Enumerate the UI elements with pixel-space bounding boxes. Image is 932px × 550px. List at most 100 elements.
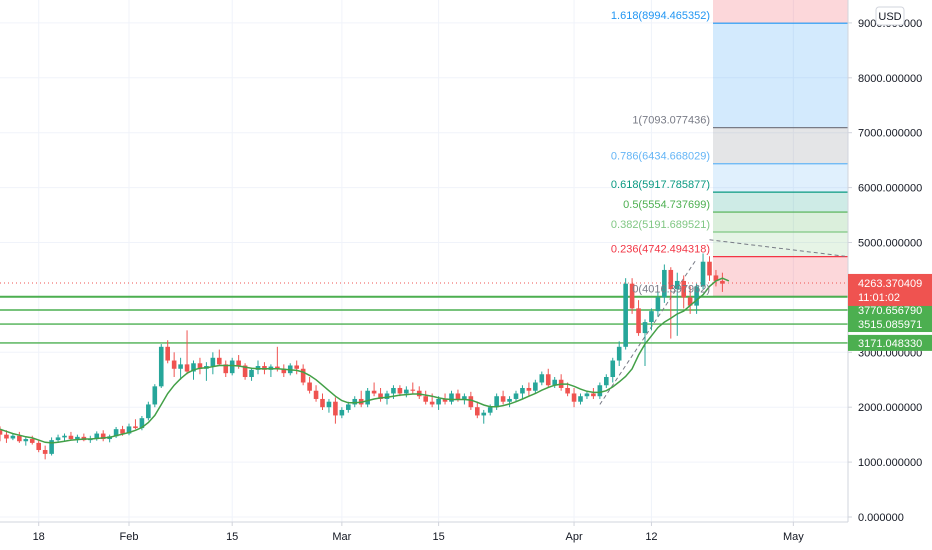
candle-body <box>4 434 9 439</box>
price-tick-label: 8000.000000 <box>858 73 922 85</box>
currency-label: USD <box>878 11 901 23</box>
candle-body <box>217 357 222 365</box>
candle-body <box>339 409 345 416</box>
candle-body <box>526 387 532 391</box>
candle-body <box>578 396 583 402</box>
candle-body <box>184 364 190 372</box>
candle-body <box>333 401 338 416</box>
candle-body <box>410 389 416 391</box>
fib-label: 0.786(6434.668029) <box>611 151 710 163</box>
candle-body <box>629 283 635 309</box>
candle-body <box>42 450 48 454</box>
candles <box>0 253 725 460</box>
candle-body <box>655 297 661 312</box>
moving-average <box>0 277 730 444</box>
candle-body <box>49 440 54 454</box>
fib-label: 0(4016.397962) <box>632 283 710 295</box>
ma-line <box>0 277 730 444</box>
level-tag-label: 3515.085971 <box>858 319 922 331</box>
candle-body <box>616 346 622 361</box>
fib-zone <box>713 163 848 193</box>
candle-body <box>545 374 551 386</box>
candle-body <box>255 366 261 370</box>
time-tick-label: Apr <box>565 531 582 543</box>
candle-body <box>210 357 216 367</box>
candle-body <box>391 387 396 394</box>
candle-body <box>62 435 67 438</box>
candle-body <box>397 387 403 394</box>
candle-body <box>565 387 570 394</box>
candle-body <box>0 430 3 435</box>
fib-labels: 0(4016.397962) 0.236(4742.494318) 0.382(51… <box>611 10 710 295</box>
candle-body <box>29 439 35 443</box>
fib-label: 0.236(4742.494318) <box>611 244 710 256</box>
candle-body <box>449 393 454 402</box>
candle-body <box>487 407 493 413</box>
candle-body <box>346 404 351 410</box>
candle-body <box>365 390 370 405</box>
candle-body <box>571 393 577 402</box>
candle-body <box>681 280 686 298</box>
candle-body <box>249 369 254 378</box>
candle-body <box>668 269 674 290</box>
candle-body <box>94 433 100 439</box>
price-tag-countdown: 11:01:02 <box>858 292 900 304</box>
time-axis[interactable]: 18 Feb 15 Mar 15 Apr 12 May <box>0 521 848 550</box>
candle-body <box>481 412 487 416</box>
candle-body <box>610 360 616 378</box>
candle-body <box>275 366 280 369</box>
time-tick-label: May <box>783 531 804 543</box>
candle-body <box>100 433 106 440</box>
fib-trend-line <box>599 258 698 405</box>
candle-body <box>300 368 306 383</box>
candle-body <box>223 364 229 374</box>
candle-body <box>591 393 596 397</box>
candle-body <box>462 396 467 399</box>
candle-body <box>307 382 312 391</box>
candle-body <box>68 435 74 440</box>
time-tick-label: Mar <box>332 531 351 543</box>
price-tick-label: 6000.000000 <box>858 183 922 195</box>
candle-body <box>649 311 654 323</box>
fib-label: 0.5(5554.737699) <box>623 199 710 211</box>
candle-body <box>604 377 609 386</box>
trend-line <box>709 239 846 257</box>
candle-body <box>455 393 461 399</box>
fib-zones <box>713 0 848 297</box>
time-tick-label: 15 <box>432 531 444 543</box>
price-tag-value: 4263.370409 <box>858 278 922 290</box>
candle-body <box>113 429 119 437</box>
level-tag-label: 3171.048330 <box>858 338 922 350</box>
candle-body <box>229 360 235 374</box>
fib-zone <box>713 256 848 297</box>
candle-body <box>371 390 377 394</box>
price-tick-label: 2000.000000 <box>858 402 922 414</box>
time-axis-bg <box>0 522 848 550</box>
candle-body <box>494 396 499 408</box>
candle-body <box>23 439 29 442</box>
candle-body <box>17 435 22 442</box>
candle-body <box>507 398 512 402</box>
candle-body <box>10 435 16 439</box>
level-tag <box>848 316 932 333</box>
price-tags: 4006.5683153770.6567903515.0859713171.04… <box>848 273 932 351</box>
candle-body <box>436 398 441 405</box>
candle-body <box>636 308 641 334</box>
candle-body <box>720 280 725 284</box>
candle-body <box>236 360 241 366</box>
candle-body <box>513 393 519 399</box>
candle-body <box>120 429 125 434</box>
candle-body <box>352 398 358 405</box>
candle-body <box>500 396 506 402</box>
candle-body <box>707 261 712 276</box>
candle-body <box>468 396 474 408</box>
candle-body <box>262 366 267 370</box>
fib-zone <box>713 192 848 213</box>
fib-zone <box>713 212 848 232</box>
currency-button[interactable]: USD <box>875 6 905 26</box>
candle-body <box>694 286 699 306</box>
candle-body <box>197 363 203 369</box>
candle-body <box>700 261 706 287</box>
